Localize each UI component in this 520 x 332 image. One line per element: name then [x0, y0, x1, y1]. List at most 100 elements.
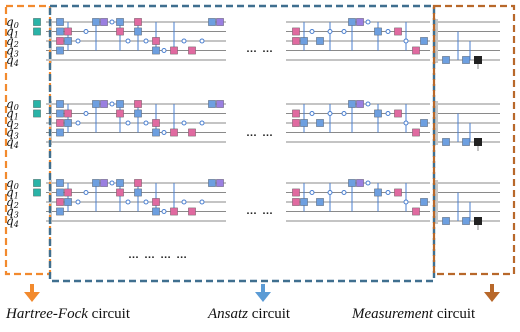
ansatz-gate — [92, 179, 100, 187]
control-dot — [199, 120, 205, 126]
ansatz-gate — [188, 207, 196, 216]
ansatz-gate — [300, 198, 308, 206]
ansatz-gate — [292, 27, 300, 36]
ansatz-gate — [348, 179, 356, 187]
ansatz-gate — [152, 207, 160, 216]
ansatz-gate — [134, 179, 142, 187]
control-dot — [109, 101, 115, 107]
control-dot — [125, 199, 131, 205]
measurement-box — [432, 4, 516, 276]
control-dot — [309, 29, 315, 34]
measure-gate — [474, 217, 482, 225]
control-dot — [161, 209, 167, 214]
ansatz-gate — [394, 188, 402, 197]
ansatz-gate — [64, 27, 72, 36]
measurement-basis-gate — [462, 138, 470, 146]
ansatz-gate — [56, 179, 64, 187]
control-dot — [327, 190, 333, 195]
qubit-label: q1 — [6, 25, 19, 40]
control-dot — [365, 19, 371, 25]
ansatz-gate — [56, 109, 64, 118]
ansatz-gate — [134, 109, 142, 118]
control-dot — [199, 199, 205, 205]
control-dot — [403, 38, 409, 44]
ansatz-gate — [92, 18, 100, 26]
ansatz-gate — [170, 46, 178, 55]
ansatz-gate — [348, 18, 356, 26]
ansatz-gate — [216, 18, 224, 26]
ansatz-gate — [64, 109, 72, 118]
hartree-fock-x-gate — [33, 188, 41, 197]
control-dot — [365, 101, 371, 107]
ansatz-gate — [300, 119, 308, 127]
caption-ansatz: Ansatz circuit — [208, 306, 291, 322]
qubit-label: q4 — [6, 53, 19, 68]
ansatz-gate — [316, 37, 324, 45]
control-dot — [83, 190, 89, 195]
ansatz-gate — [316, 119, 324, 127]
qubit-label: q4 — [6, 214, 19, 229]
control-dot — [83, 111, 89, 116]
control-dot — [125, 120, 131, 126]
control-dot — [83, 29, 89, 34]
ansatz-gate — [116, 18, 124, 26]
ansatz-gate — [188, 46, 196, 55]
ansatz-gate — [56, 18, 64, 26]
qubit-label: q2 — [6, 195, 19, 210]
control-dot — [327, 29, 333, 34]
ansatz-gate — [64, 37, 72, 45]
qubit-label: q0 — [6, 176, 19, 191]
control-dot — [309, 111, 315, 116]
ansatz-gate — [56, 27, 64, 36]
ansatz-gate — [56, 37, 64, 45]
ansatz-gate — [134, 100, 142, 108]
ansatz-gate — [152, 198, 160, 206]
control-dot — [385, 111, 391, 116]
gate-layer — [33, 18, 482, 230]
ansatz-gate — [292, 198, 300, 206]
ansatz-gate — [134, 18, 142, 26]
control-dot — [341, 111, 347, 116]
control-dot — [161, 48, 167, 53]
ansatz-gate — [420, 198, 428, 206]
ansatz-gate — [116, 179, 124, 187]
control-dot — [365, 180, 371, 186]
barrier — [435, 101, 438, 145]
control-dot — [143, 120, 149, 126]
qubit-label: q1 — [6, 107, 19, 122]
ansatz-gate — [116, 109, 124, 118]
ansatz-gate — [356, 100, 364, 108]
measurement-basis-gate — [442, 138, 450, 146]
barrier — [435, 180, 438, 224]
ansatz-gate — [356, 179, 364, 187]
ansatz-gate — [100, 18, 108, 26]
qubit-label: q2 — [6, 34, 19, 49]
control-dot — [75, 199, 81, 205]
ansatz-gate — [92, 100, 100, 108]
ansatz-box — [48, 4, 436, 283]
ansatz-gate — [208, 179, 216, 187]
ansatz-gate — [292, 188, 300, 197]
ansatz-gate — [64, 119, 72, 127]
ansatz-gate — [100, 179, 108, 187]
control-dot — [341, 29, 347, 34]
control-dot — [309, 190, 315, 195]
hartree-fock-x-gate — [33, 18, 41, 26]
ansatz-gate — [56, 198, 64, 206]
ansatz-gate — [170, 207, 178, 216]
qubit-label: q3 — [6, 205, 19, 220]
ellipsis-row-2: … … — [246, 127, 274, 139]
ansatz-gate — [56, 207, 64, 216]
ansatz-gate — [292, 119, 300, 127]
ansatz-gate — [216, 179, 224, 187]
barrier — [435, 19, 438, 63]
arrows — [24, 284, 500, 302]
ansatz-gate — [152, 37, 160, 45]
ansatz-gate — [412, 46, 420, 55]
ansatz-gate — [356, 18, 364, 26]
hartree-fock-x-gate — [33, 100, 41, 108]
ansatz-gate — [420, 119, 428, 127]
measure-gate — [474, 138, 482, 146]
control-dot — [143, 199, 149, 205]
